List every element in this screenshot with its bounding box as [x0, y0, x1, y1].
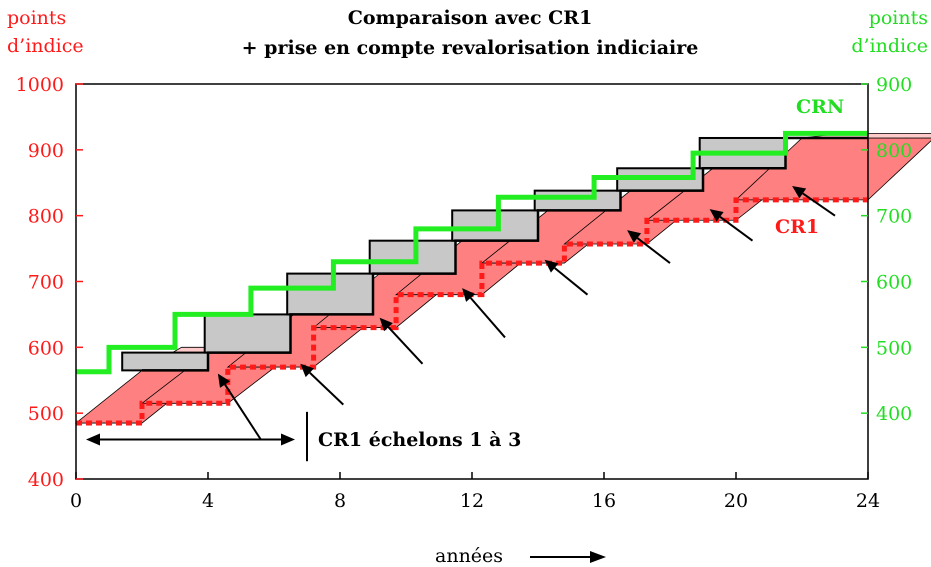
y-right-tick-label: 900 — [876, 74, 912, 96]
label-cr1: CR1 — [775, 216, 819, 238]
x-axis-arrow — [530, 551, 606, 563]
arrow-shaft — [802, 192, 836, 217]
y-right-tick-label: 700 — [876, 206, 912, 228]
arrow-head — [217, 373, 231, 388]
arrow-shaft — [636, 237, 671, 264]
chart-title-line1: Comparaison avec CR1 — [348, 7, 593, 29]
gray-box — [368, 239, 457, 275]
arrows — [217, 186, 836, 441]
x-tick-label: 4 — [202, 490, 214, 512]
arrow-head — [792, 186, 807, 199]
x-tick-label: 0 — [70, 490, 82, 512]
x-tick-label: 24 — [856, 490, 880, 512]
gray-box — [451, 209, 540, 242]
x-tick-label: 16 — [592, 490, 616, 512]
y-right-tick-label: 500 — [876, 337, 912, 359]
arrow-shaft — [224, 384, 262, 441]
y-left-tick-label: 400 — [28, 469, 64, 491]
ticks: 0 4 8 12 16 20 24 400 500 600 700 800 900 1000 400 500 6… — [16, 74, 913, 512]
arrow-head — [462, 288, 476, 302]
y-left-tick-label: 700 — [28, 272, 64, 294]
label-crn: CRN — [796, 96, 844, 118]
arrow-head — [544, 259, 559, 273]
arrow-shaft — [554, 267, 589, 296]
series-line-cr1 — [76, 197, 868, 426]
arrow-shaft — [469, 297, 506, 339]
cr1-echelons-interval — [86, 411, 308, 462]
y-left-tick-label: 1000 — [16, 74, 64, 96]
x-tick-label: 20 — [724, 490, 748, 512]
chart-title-line2: + prise en compte revalorisation indicia… — [242, 37, 699, 59]
echelon-bands — [74, 132, 931, 424]
y-left-label-line1: points — [7, 7, 66, 29]
series-lines — [76, 130, 868, 426]
y-left-tick-label: 800 — [28, 206, 64, 228]
x-tick-label: 12 — [460, 490, 484, 512]
x-axis-label: années — [435, 545, 503, 567]
y-left-tick-label: 900 — [28, 140, 64, 162]
arrow-shaft — [719, 215, 754, 242]
interval-arrow-right — [281, 433, 295, 446]
arrow-head — [709, 209, 724, 222]
y-left-tick-label: 600 — [28, 337, 64, 359]
arrow-head — [300, 363, 314, 378]
gray-boxes — [121, 136, 787, 372]
y-left-label-line2: d’indice — [7, 35, 84, 57]
label-cr1-echelons: CR1 échelons 1 à 3 — [318, 429, 521, 451]
series-line-black — [142, 136, 868, 372]
arrow-shaft — [309, 372, 344, 406]
y-right-tick-label: 800 — [876, 140, 912, 162]
series-line-crn — [76, 130, 868, 375]
gray-box — [203, 313, 292, 354]
arrow-head — [627, 230, 642, 243]
x-tick-label: 8 — [334, 490, 346, 512]
gray-box — [533, 189, 622, 212]
arrow-head — [379, 317, 393, 332]
y-right-tick-label: 600 — [876, 272, 912, 294]
y-right-label-line2: d’indice — [851, 35, 928, 57]
gray-box — [121, 351, 209, 372]
arrow-shaft — [387, 326, 424, 365]
y-right-tick-label: 400 — [876, 403, 912, 425]
gray-box — [286, 272, 375, 316]
interval-arrow-left — [86, 433, 100, 446]
y-left-tick-label: 500 — [28, 403, 64, 425]
y-right-label-line1: points — [869, 7, 928, 29]
